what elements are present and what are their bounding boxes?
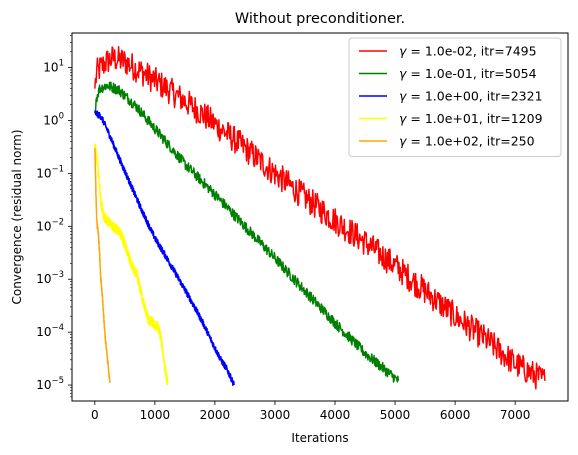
y-axis-label: Convergence (residual norm) — [10, 129, 24, 304]
x-tick-label: 0 — [91, 408, 99, 422]
y-tick-label: 101 — [43, 59, 64, 75]
x-tick-label: 2000 — [200, 408, 231, 422]
x-axis-label: Iterations — [291, 431, 348, 445]
legend-label: γ = 1.0e-02, itr=7495 — [399, 44, 537, 59]
legend: γ = 1.0e-02, itr=7495 γ = 1.0e-01, itr=50… — [348, 37, 562, 157]
legend-label: γ = 1.0e+01, itr=1209 — [399, 111, 543, 126]
legend-label: γ = 1.0e+00, itr=2321 — [399, 89, 543, 104]
x-tick-label: 1000 — [140, 408, 171, 422]
x-tick-label: 6000 — [440, 408, 471, 422]
y-tick-label: 10−5 — [36, 376, 64, 392]
series-line-0 — [94, 46, 546, 390]
legend-label: γ = 1.0e-01, itr=5054 — [399, 66, 537, 81]
y-tick-label: 100 — [43, 111, 64, 127]
plot-area — [94, 46, 546, 390]
x-tick-label: 4000 — [320, 408, 351, 422]
x-tick-label: 3000 — [260, 408, 291, 422]
x-axis: 0 1000 2000 3000 4000 5000 6000 7000 — [91, 401, 530, 422]
legend-label: γ = 1.0e+02, itr=250 — [399, 134, 535, 149]
axes-frame — [71, 32, 569, 402]
y-tick-label: 10−2 — [36, 217, 64, 233]
chart-title: Without preconditioner. — [235, 11, 405, 27]
x-tick-label: 5000 — [380, 408, 411, 422]
legend-box — [348, 37, 562, 157]
y-tick-label: 10−4 — [36, 323, 64, 339]
series-line-4 — [94, 148, 111, 383]
y-tick-label: 10−3 — [36, 270, 64, 286]
series-line-3 — [94, 143, 169, 386]
y-axis: 10−5 10−4 10−3 10−2 10−1 100 101 — [36, 35, 72, 398]
series-line-2 — [94, 110, 235, 386]
y-tick-label: 10−1 — [36, 164, 64, 180]
x-tick-label: 7000 — [500, 408, 531, 422]
series-line-1 — [94, 81, 400, 383]
